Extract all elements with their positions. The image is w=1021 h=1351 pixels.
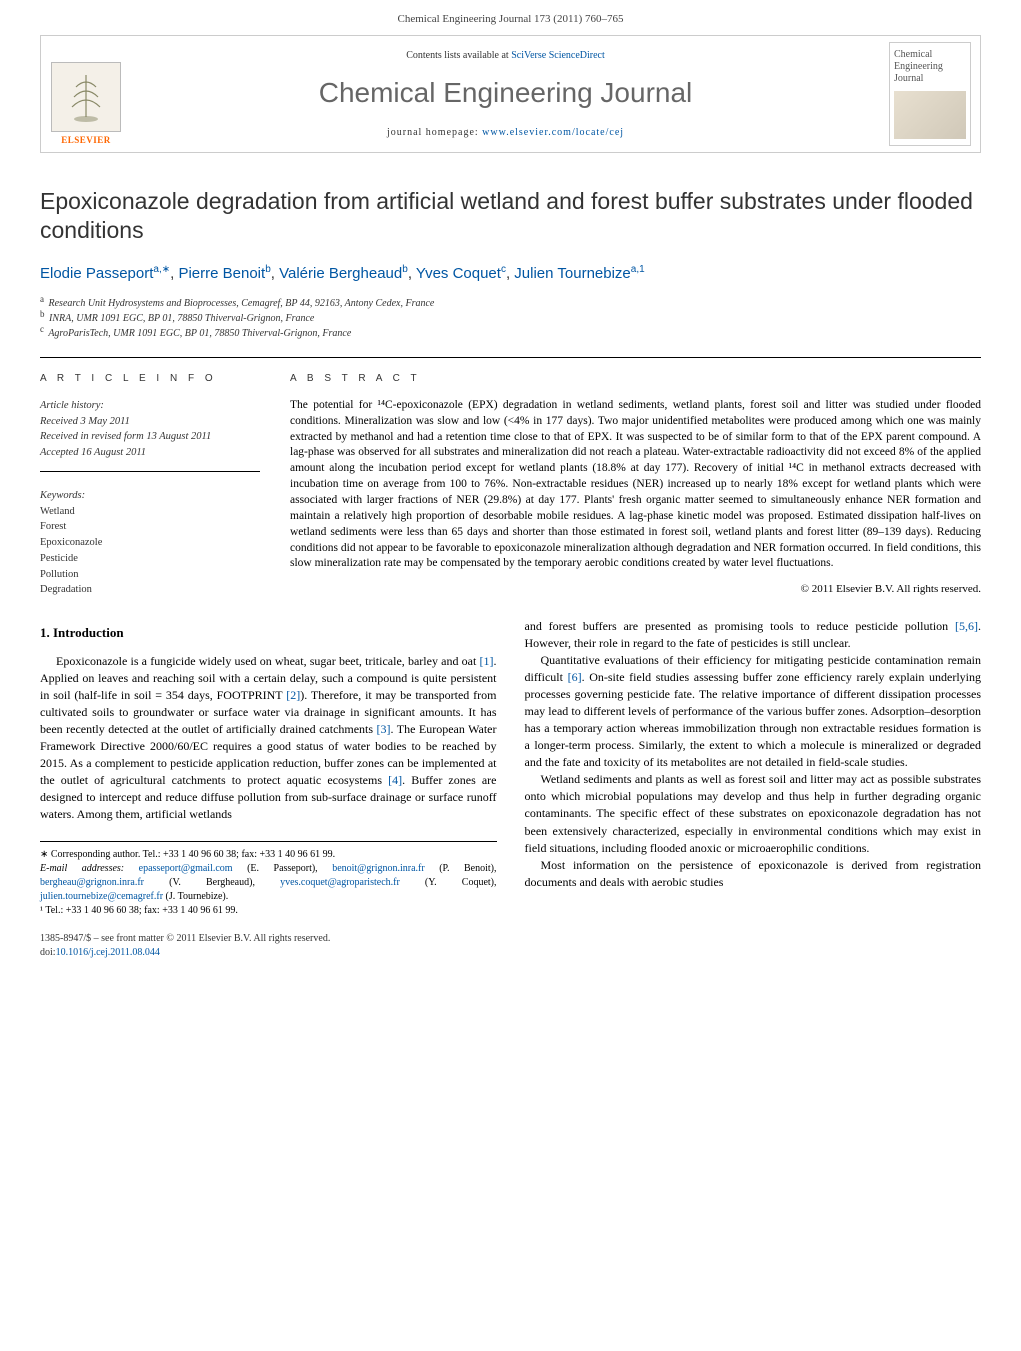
abstract-copyright: © 2011 Elsevier B.V. All rights reserved… (290, 582, 981, 597)
abstract-column: a b s t r a c t The potential for ¹⁴C-ep… (290, 357, 981, 598)
affiliations: a Research Unit Hydrosystems and Bioproc… (40, 296, 981, 341)
doi-prefix: doi: (40, 947, 56, 958)
footer-bar: 1385-8947/$ – see front matter © 2011 El… (40, 932, 497, 960)
info-abstract-row: a r t i c l e i n f o Article history: R… (40, 357, 981, 598)
article-history: Article history: Received 3 May 2011 Rec… (40, 398, 260, 472)
keyword: Degradation (40, 582, 260, 598)
body-column-right: and forest buffers are presented as prom… (525, 618, 982, 960)
email-link[interactable]: yves.coquet@agroparistech.fr (280, 877, 400, 888)
author-link[interactable]: Julien Tournebizea,1 (514, 265, 644, 282)
abstract-text: The potential for ¹⁴C-epoxiconazole (EPX… (290, 398, 981, 572)
citation-text: Chemical Engineering Journal 173 (2011) … (398, 13, 624, 25)
body-paragraph: Wetland sediments and plants as well as … (525, 771, 982, 856)
author-link[interactable]: Elodie Passeporta,∗ (40, 265, 170, 282)
keyword: Forest (40, 519, 260, 535)
body-paragraph: Most information on the persistence of e… (525, 857, 982, 891)
body-column-left: 1. Introduction Epoxiconazole is a fungi… (40, 618, 497, 960)
abstract-label: a b s t r a c t (290, 372, 981, 386)
citation-link[interactable]: [5,6] (955, 619, 978, 633)
keyword: Wetland (40, 504, 260, 520)
article-info-label: a r t i c l e i n f o (40, 372, 260, 386)
emails-label: E-mail addresses: (40, 863, 124, 874)
front-matter-line: 1385-8947/$ – see front matter © 2011 El… (40, 932, 497, 946)
body-paragraph: and forest buffers are presented as prom… (525, 618, 982, 652)
doi-line: doi:10.1016/j.cej.2011.08.044 (40, 946, 497, 960)
publisher-name: ELSEVIER (61, 134, 111, 147)
email-link[interactable]: benoit@grignon.inra.fr (332, 863, 425, 874)
email-link[interactable]: epasseport@gmail.com (139, 863, 233, 874)
keyword: Pollution (40, 567, 260, 583)
journal-cover-thumbnail: Chemical Engineering Journal (889, 42, 971, 146)
cover-art-placeholder (894, 91, 966, 139)
history-received: Received 3 May 2011 (40, 414, 260, 430)
contents-line: Contents lists available at SciVerse Sci… (406, 49, 605, 63)
cover-block: Chemical Engineering Journal (880, 36, 980, 152)
author-list: Elodie Passeporta,∗, Pierre Benoitb, Val… (40, 263, 981, 284)
citation-link[interactable]: [2] (286, 688, 300, 702)
citation-link[interactable]: [4] (388, 773, 402, 787)
keywords-block: Keywords: Wetland Forest Epoxiconazole P… (40, 488, 260, 598)
body-columns: 1. Introduction Epoxiconazole is a fungi… (40, 618, 981, 960)
sciencedirect-link[interactable]: SciVerse ScienceDirect (511, 50, 605, 61)
homepage-link[interactable]: www.elsevier.com/locate/cej (482, 127, 624, 138)
journal-name: Chemical Engineering Journal (319, 73, 693, 112)
affiliation-line: c AgroParisTech, UMR 1091 EGC, BP 01, 78… (40, 326, 981, 341)
body-paragraph: Epoxiconazole is a fungicide widely used… (40, 653, 497, 823)
emails-line: E-mail addresses: epasseport@gmail.com (… (40, 862, 497, 904)
email-link[interactable]: bergheau@grignon.inra.fr (40, 877, 144, 888)
section-heading: 1. Introduction (40, 624, 497, 642)
citation-link[interactable]: [6] (568, 670, 582, 684)
history-label: Article history: (40, 398, 260, 414)
doi-link[interactable]: 10.1016/j.cej.2011.08.044 (56, 947, 160, 958)
homepage-prefix: journal homepage: (387, 127, 482, 138)
keywords-label: Keywords: (40, 488, 260, 504)
email-link[interactable]: julien.tournebize@cemagref.fr (40, 891, 163, 902)
contents-prefix: Contents lists available at (406, 50, 511, 61)
article-container: Epoxiconazole degradation from artificia… (0, 157, 1021, 980)
elsevier-tree-icon (51, 62, 121, 132)
publisher-block: ELSEVIER (41, 36, 131, 152)
banner-center: Contents lists available at SciVerse Sci… (131, 36, 880, 152)
corresponding-author-note: ∗ Corresponding author. Tel.: +33 1 40 9… (40, 848, 497, 862)
history-accepted: Accepted 16 August 2011 (40, 445, 260, 461)
cover-title: Chemical Engineering Journal (894, 49, 966, 85)
author-link[interactable]: Valérie Bergheaudb (279, 265, 408, 282)
author-link[interactable]: Yves Coquetc (416, 265, 506, 282)
footnote-1: ¹ Tel.: +33 1 40 96 60 38; fax: +33 1 40… (40, 904, 497, 918)
homepage-line: journal homepage: www.elsevier.com/locat… (387, 126, 624, 140)
affiliation-line: b INRA, UMR 1091 EGC, BP 01, 78850 Thive… (40, 311, 981, 326)
journal-banner: ELSEVIER Contents lists available at Sci… (40, 35, 981, 153)
citation-link[interactable]: [3] (377, 722, 391, 736)
footnotes-block: ∗ Corresponding author. Tel.: +33 1 40 9… (40, 841, 497, 918)
affiliation-line: a Research Unit Hydrosystems and Bioproc… (40, 296, 981, 311)
history-revised: Received in revised form 13 August 2011 (40, 429, 260, 445)
article-title: Epoxiconazole degradation from artificia… (40, 187, 981, 245)
keyword: Epoxiconazole (40, 535, 260, 551)
citation-link[interactable]: [1] (480, 654, 494, 668)
author-link[interactable]: Pierre Benoitb (178, 265, 270, 282)
keyword: Pesticide (40, 551, 260, 567)
body-paragraph: Quantitative evaluations of their effici… (525, 652, 982, 771)
running-header: Chemical Engineering Journal 173 (2011) … (0, 0, 1021, 35)
article-info-column: a r t i c l e i n f o Article history: R… (40, 357, 260, 598)
